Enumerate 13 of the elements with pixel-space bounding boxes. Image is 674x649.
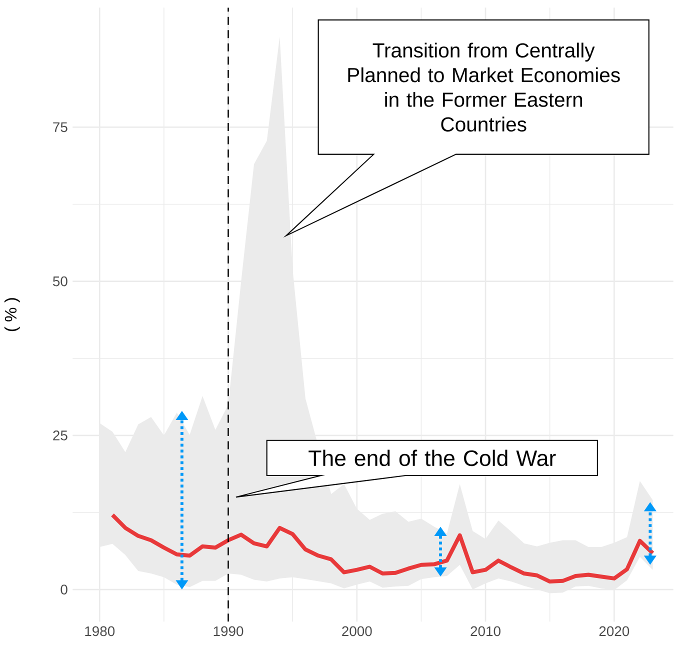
x-tick-label: 2010 <box>470 626 500 636</box>
y-tick-label: 75 <box>53 122 68 132</box>
y-tick-label: 50 <box>53 276 68 286</box>
x-tick-label: 2020 <box>599 626 630 636</box>
x-tick-label: 2000 <box>342 626 372 636</box>
annotation: The end of the Cold War <box>308 450 556 466</box>
x-tick-label: 1980 <box>85 626 115 636</box>
line-series <box>110 512 655 584</box>
x-tick-label: 1990 <box>214 626 244 636</box>
y-tick-label: 0 <box>60 584 68 594</box>
y-tick-label: 25 <box>53 430 68 440</box>
annotation: Transition from Centrally Planned to Market Economies in the Former Eastern Countries <box>348 42 620 132</box>
y-axis-title: ( % ) <box>4 298 20 331</box>
